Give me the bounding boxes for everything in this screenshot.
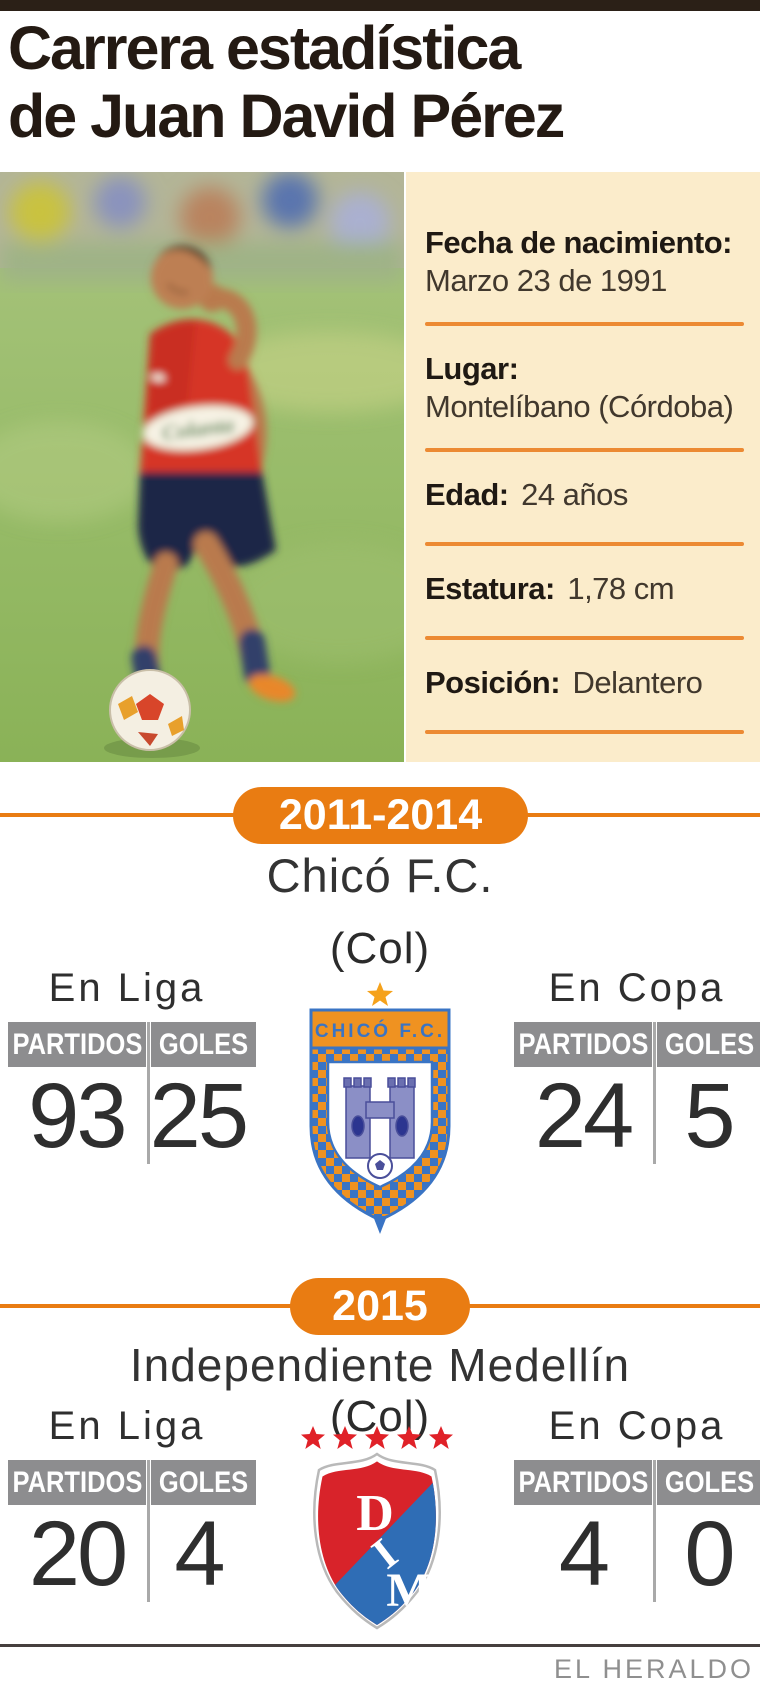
stat-column-divider — [147, 1460, 150, 1602]
panel-divider — [425, 322, 744, 326]
period-label: 2011-2014 — [278, 791, 483, 839]
period-label: 2015 — [332, 1282, 428, 1330]
fact-value: Marzo 23 de 1991 — [425, 263, 667, 298]
five-stars-icon — [301, 1426, 453, 1449]
boot-front — [248, 674, 296, 702]
fact-age: Edad: 24 años — [425, 476, 744, 520]
fact-value: 24 años — [521, 477, 628, 512]
period-badge-2011-2014: 2011-2014 — [233, 787, 528, 844]
stat-group-label: En Liga — [48, 966, 206, 1010]
header-goles: GOLES — [151, 1022, 257, 1067]
header-goles: GOLES — [657, 1460, 760, 1505]
dim-crest-icon: D I M — [301, 1426, 453, 1630]
team-name-medellin: Independiente Medellín — [129, 1339, 631, 1391]
page-title-line2: de Juan David Pérez — [8, 82, 565, 151]
stat-column-divider — [147, 1022, 150, 1164]
stat-column-divider — [653, 1022, 656, 1164]
fact-label: Lugar: — [425, 351, 519, 386]
stat-headers: PARTIDOS GOLES — [514, 1460, 760, 1505]
navy-shorts — [138, 472, 276, 572]
stat-group-chico-copa: En Copa PARTIDOS GOLES 24 5 — [514, 966, 760, 1165]
player-photo: Colanta — [0, 172, 450, 762]
team-country: (Col) — [329, 924, 431, 973]
panel-divider — [425, 636, 744, 640]
value-partidos: 93 — [28, 1065, 127, 1167]
fact-label: Estatura: — [425, 571, 555, 606]
player-photo-illustration: Colanta — [0, 172, 450, 762]
source-credit: EL HERALDO — [553, 1654, 754, 1684]
header-partidos: PARTIDOS — [514, 1022, 652, 1067]
stat-group-label: En Copa — [548, 1404, 726, 1448]
stat-group-dim-copa: En Copa PARTIDOS GOLES 4 0 — [514, 1404, 760, 1603]
header-goles: GOLES — [657, 1022, 760, 1067]
stat-group-label: En Copa — [548, 966, 726, 1010]
dim-crest: D I M — [297, 1424, 457, 1636]
stat-column-divider — [653, 1460, 656, 1602]
panel-divider — [425, 542, 744, 546]
stat-values: 4 0 — [514, 1505, 760, 1603]
castle-icon — [343, 1077, 416, 1159]
stat-values: 24 5 — [514, 1067, 760, 1165]
star-icon — [367, 982, 393, 1006]
stat-values: 93 25 — [8, 1065, 249, 1167]
header-partidos: PARTIDOS — [8, 1460, 146, 1505]
fact-position: Posición: Delantero — [425, 664, 744, 708]
fact-value: 1,78 cm — [567, 571, 675, 606]
soccer-ball — [104, 669, 200, 758]
crest-banner-text: CHICÓ F.C. — [315, 1020, 445, 1042]
stat-headers: PARTIDOS GOLES — [514, 1022, 760, 1067]
fact-label: Edad: — [425, 477, 509, 512]
value-goles: 5 — [684, 1065, 735, 1167]
fact-value: Delantero — [572, 665, 703, 700]
player-facts-panel: Fecha de nacimiento: Marzo 23 de 1991 Lu… — [406, 172, 760, 762]
header-goles: GOLES — [151, 1460, 257, 1505]
panel-divider — [425, 448, 744, 452]
fact-value: Montelíbano (Córdoba) — [425, 389, 734, 424]
header-partidos: PARTIDOS — [8, 1022, 146, 1067]
value-partidos: 24 — [534, 1065, 634, 1167]
stat-group-chico-liga: En Liga PARTIDOS GOLES 93 25 — [8, 966, 257, 1167]
header-partidos: PARTIDOS — [514, 1460, 652, 1505]
value-goles: 25 — [149, 1065, 249, 1167]
period-badge-2015: 2015 — [290, 1278, 470, 1335]
footer-rule — [0, 1644, 760, 1647]
chico-fc-crest: CHICÓ F.C. — [302, 982, 458, 1238]
fact-height: Estatura: 1,78 cm — [425, 570, 744, 614]
stat-group-dim-liga: En Liga PARTIDOS GOLES 20 4 — [8, 1404, 257, 1603]
team-name-chico: Chicó F.C. — [266, 849, 494, 902]
fact-birthplace: Lugar: Montelíbano (Córdoba) — [425, 350, 744, 426]
stat-headers: PARTIDOS GOLES — [8, 1460, 257, 1505]
value-goles: 4 — [174, 1503, 225, 1605]
page-title: Carrera estadística de Juan David Pérez — [8, 14, 565, 151]
letter-d: D — [356, 1485, 394, 1542]
stat-group-label: En Liga — [48, 1404, 206, 1448]
value-goles: 0 — [684, 1503, 735, 1605]
stat-values: 20 4 — [8, 1505, 246, 1603]
page-title-line1: Carrera estadística — [8, 14, 521, 82]
value-partidos: 20 — [28, 1503, 128, 1605]
fact-birthdate: Fecha de nacimiento: Marzo 23 de 1991 — [425, 224, 744, 300]
top-bar — [0, 0, 760, 11]
panel-divider — [425, 730, 744, 734]
hair — [151, 245, 212, 272]
letter-m: M — [386, 1564, 431, 1617]
stat-headers: PARTIDOS GOLES — [8, 1022, 257, 1067]
value-partidos: 4 — [558, 1503, 610, 1605]
fact-label: Fecha de nacimiento: — [425, 225, 732, 260]
fact-label: Posición: — [425, 665, 561, 700]
chico-fc-crest-icon: CHICÓ F.C. — [309, 982, 451, 1234]
